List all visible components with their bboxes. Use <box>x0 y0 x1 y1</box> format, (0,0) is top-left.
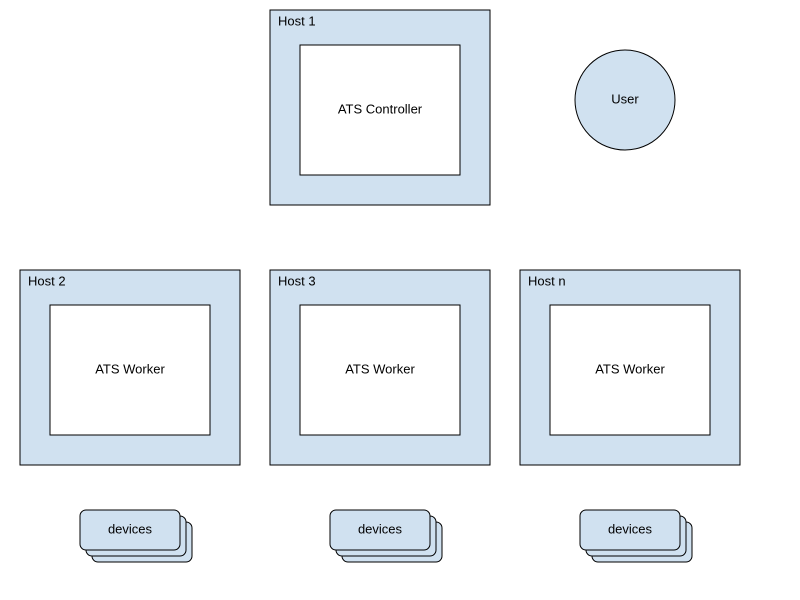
svg-text:Host 3: Host 3 <box>278 274 316 289</box>
svg-text:devices: devices <box>608 521 653 536</box>
ats-worker-3-box: ATS Worker <box>300 305 460 435</box>
svg-text:Host 2: Host 2 <box>28 274 66 289</box>
svg-text:ATS Worker: ATS Worker <box>595 361 665 376</box>
devices-stack-3: devices <box>330 510 442 562</box>
devices-stack-2: devices <box>80 510 192 562</box>
ats-worker-n-box: ATS Worker <box>550 305 710 435</box>
svg-text:User: User <box>611 91 639 106</box>
svg-text:Host 1: Host 1 <box>278 14 316 29</box>
devices-stack-n: devices <box>580 510 692 562</box>
svg-text:Host n: Host n <box>528 274 566 289</box>
ats-controller-box: ATS Controller <box>300 45 460 175</box>
ats-worker-2-box: ATS Worker <box>50 305 210 435</box>
svg-text:devices: devices <box>358 521 403 536</box>
user-circle: User <box>575 50 675 150</box>
svg-text:ATS Controller: ATS Controller <box>338 101 423 116</box>
svg-text:ATS Worker: ATS Worker <box>345 361 415 376</box>
svg-text:ATS Worker: ATS Worker <box>95 361 165 376</box>
svg-text:devices: devices <box>108 521 153 536</box>
architecture-diagram: Host 1 ATS Controller User Host 2 ATS Wo… <box>0 0 800 600</box>
